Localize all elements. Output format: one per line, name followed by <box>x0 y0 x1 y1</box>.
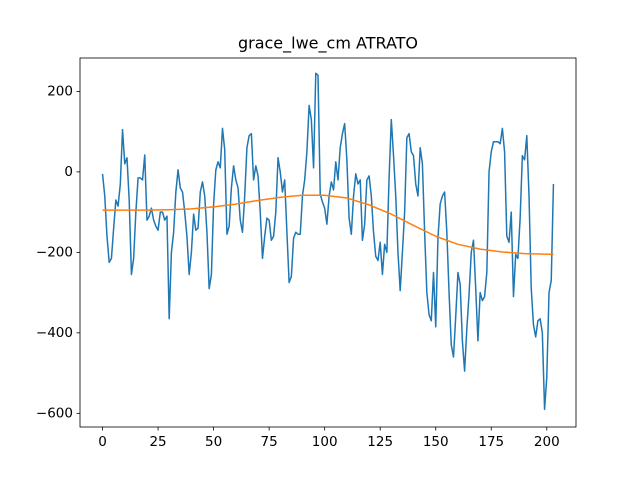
x-tick-label: 200 <box>534 434 560 450</box>
x-tick-label: 175 <box>478 434 504 450</box>
x-tick-label: 150 <box>423 434 449 450</box>
data-line <box>101 72 555 411</box>
x-tick-label: 100 <box>312 434 338 450</box>
y-tick-label: −600 <box>36 405 73 421</box>
y-tick-label: −400 <box>36 325 73 341</box>
chart-title: grace_lwe_cm ATRATO <box>238 34 418 54</box>
y-tick-label: −200 <box>36 244 73 260</box>
y-tick-label: 0 <box>64 164 73 180</box>
x-tick-label: 50 <box>205 434 222 450</box>
x-tick-label: 75 <box>261 434 278 450</box>
x-tick-label: 0 <box>98 434 107 450</box>
axes-frame <box>79 57 577 428</box>
y-tick-label: 200 <box>47 83 73 99</box>
data-line <box>102 194 554 256</box>
x-tick-label: 125 <box>367 434 393 450</box>
x-tick-label: 25 <box>149 434 166 450</box>
